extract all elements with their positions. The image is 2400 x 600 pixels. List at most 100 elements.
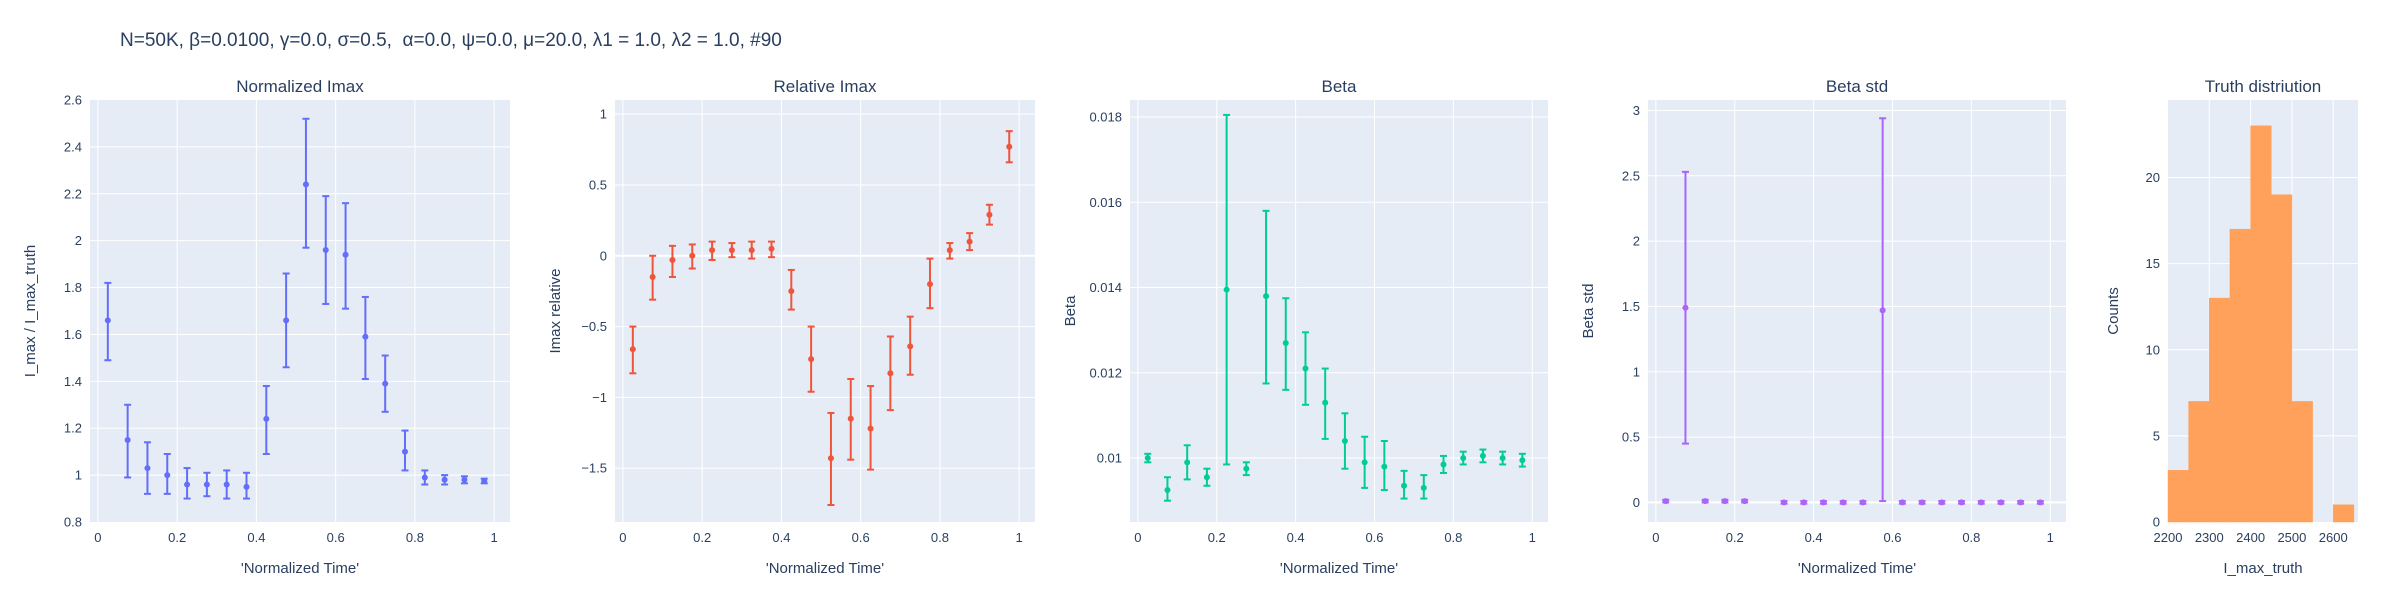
data-point-group: [104, 281, 112, 362]
y-tick-label: 1.4: [64, 374, 82, 389]
x-tick-label: 2500: [2277, 530, 2306, 545]
data-point-group: [1780, 499, 1788, 506]
data-point: [867, 425, 874, 432]
data-point-group: [1681, 170, 1689, 445]
data-point-group: [1741, 498, 1749, 505]
data-point: [1958, 499, 1965, 506]
data-point-group: [480, 477, 488, 485]
histogram-bar: [2229, 228, 2251, 523]
x-tick-label: 0.2: [693, 530, 711, 545]
data-point: [302, 181, 309, 188]
data-point: [1978, 499, 1985, 506]
data-point: [1381, 463, 1388, 470]
data-point: [847, 415, 854, 422]
data-point: [461, 476, 468, 483]
data-point-group: [1479, 448, 1487, 464]
y-tick-label: 20: [2146, 170, 2160, 185]
x-tick-label: 1: [491, 530, 498, 545]
data-point-group: [1400, 469, 1408, 500]
y-tick-label: −1: [592, 390, 607, 405]
data-point-group: [1839, 499, 1847, 506]
data-point-group: [1997, 499, 2005, 506]
data-point: [402, 448, 408, 455]
x-tick-label: 0.4: [1805, 530, 1823, 545]
data-point: [649, 274, 656, 281]
data-point-group: [243, 471, 251, 500]
y-tick-label: 2.6: [64, 93, 82, 108]
panel-title: Beta std: [1826, 77, 1888, 96]
data-point-group: [460, 475, 468, 485]
data-point-group: [1898, 499, 1906, 506]
histogram-bar: [2332, 504, 2355, 523]
x-tick-label: 0.8: [1444, 530, 1462, 545]
x-tick-label: 0.4: [772, 530, 790, 545]
y-tick-label: 10: [2146, 342, 2160, 357]
y-tick-label: 0.01: [1097, 451, 1122, 466]
data-point-group: [1203, 467, 1211, 487]
data-point-group: [381, 354, 389, 413]
x-axis-label: 'Normalized Time': [1798, 560, 1916, 577]
data-point: [1282, 339, 1289, 346]
data-point-group: [708, 240, 716, 262]
y-tick-label: 0.5: [1622, 430, 1640, 445]
y-axis-label: Counts: [2105, 287, 2122, 335]
panel-title: Relative Imax: [774, 77, 877, 96]
y-axis-label: Imax relative: [547, 268, 564, 353]
panel-title: Truth distriution: [2205, 77, 2322, 96]
y-tick-label: 15: [2146, 256, 2160, 271]
data-point-group: [1859, 499, 1867, 506]
data-point-group: [768, 240, 776, 259]
y-tick-label: 1: [600, 107, 607, 122]
y-tick-label: 1.2: [64, 421, 82, 436]
data-point: [907, 343, 914, 350]
data-point-group: [966, 232, 974, 252]
histogram-bar: [2271, 194, 2293, 523]
data-point: [1006, 143, 1013, 150]
y-tick-label: 1.8: [64, 280, 82, 295]
x-tick-label: 1: [1529, 530, 1536, 545]
data-point: [1144, 455, 1151, 462]
data-point: [2037, 499, 2044, 506]
data-point-group: [262, 385, 270, 456]
data-point: [709, 247, 716, 254]
y-tick-label: 1: [1633, 364, 1640, 379]
data-point: [1800, 499, 1807, 506]
data-point: [223, 481, 230, 488]
x-tick-label: 0: [1652, 530, 1659, 545]
data-point-group: [728, 242, 736, 259]
data-point-group: [302, 117, 310, 249]
x-tick-label: 0.2: [168, 530, 186, 545]
plot-area: [615, 100, 1035, 522]
x-tick-label: 2200: [2154, 530, 2183, 545]
panel-5: 2200 2300 2400 2500 2600 0 5 10 15 20 Truth distri…: [2105, 77, 2358, 577]
panel-2: 0 0.2 0.4 0.6 0.8 1 −1.5 −1 −0.5 0 0.5 1 Relative Im…: [547, 77, 1035, 577]
x-tick-label: 0.8: [406, 530, 424, 545]
y-tick-label: 0: [2153, 515, 2160, 530]
data-point: [1938, 499, 1945, 506]
data-point: [1164, 487, 1171, 494]
data-point: [421, 474, 428, 481]
data-point-group: [421, 469, 429, 486]
data-point-group: [1282, 297, 1290, 391]
data-point-group: [847, 377, 855, 461]
data-point: [1341, 438, 1348, 445]
x-tick-label: 0.6: [327, 530, 345, 545]
data-point: [144, 465, 151, 472]
data-point: [1479, 452, 1486, 459]
data-point-group: [985, 203, 993, 226]
panel-3: 0 0.2 0.4 0.6 0.8 1 0.01 0.012 0.014 0.016 0.018 Be…: [1062, 77, 1548, 577]
y-tick-label: 1.5: [1622, 299, 1640, 314]
data-point: [1223, 286, 1230, 293]
data-point: [1840, 499, 1847, 506]
data-point-group: [401, 429, 409, 472]
data-point: [1859, 499, 1866, 506]
data-point-group: [282, 272, 290, 369]
x-tick-label: 0.4: [247, 530, 265, 545]
data-point: [203, 481, 210, 488]
panel-title: Normalized Imax: [236, 77, 364, 96]
data-point-group: [143, 441, 151, 495]
data-point-group: [886, 335, 894, 412]
data-point: [986, 211, 993, 218]
y-tick-label: 0.012: [1089, 365, 1122, 380]
x-tick-label: 2300: [2195, 530, 2224, 545]
